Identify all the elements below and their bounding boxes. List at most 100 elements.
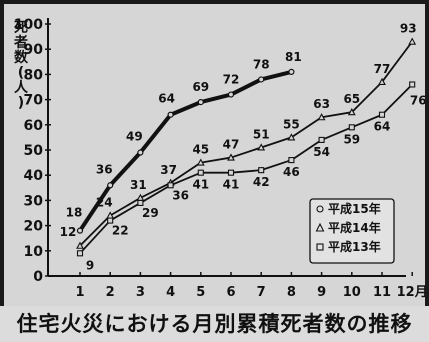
data-label: 64 [158, 92, 175, 106]
data-point-circle [288, 68, 295, 75]
data-label: 36 [96, 162, 113, 176]
data-point-circle [227, 91, 235, 98]
series-line-3 [79, 83, 413, 254]
y-axis-label-char: 人 [14, 79, 29, 96]
x-tick-labels: 1 2 3 4 5 6 7 8 9 10 11 12月 [75, 285, 427, 300]
legend-label: 平成14年 [328, 220, 381, 235]
data-label: 45 [192, 143, 209, 157]
y-axis-label-char: 者 [14, 35, 28, 51]
data-point-triangle [76, 241, 84, 249]
legend-marker-triangle [315, 222, 325, 232]
data-label: 55 [283, 117, 300, 131]
data-point-triangle [287, 133, 296, 141]
data-label: 69 [192, 80, 209, 94]
data-label: 42 [253, 175, 270, 189]
legend-label: 平成13年 [328, 239, 381, 254]
y-axis-label-char: 死 [13, 20, 28, 36]
data-point-triangle [347, 108, 356, 116]
y-tick-label: 20 [24, 219, 44, 235]
data-point-square [76, 250, 84, 257]
series-lines [78, 41, 413, 254]
data-label: 18 [66, 206, 83, 220]
x-tick-label: 7 [257, 285, 266, 300]
data-label: 41 [192, 178, 209, 192]
data-label: 93 [400, 22, 417, 36]
y-tick-label: 30 [24, 193, 44, 209]
y-tick-label: 40 [24, 168, 44, 184]
data-point-square [197, 169, 204, 176]
x-tick-label: 3 [136, 285, 145, 300]
y-tick-labels: 0 10 20 30 40 50 60 70 80 90 100 [14, 17, 43, 285]
data-label: 37 [160, 163, 177, 177]
data-label: 12 [60, 225, 77, 239]
data-point-triangle [227, 153, 235, 161]
y-tick-label: 0 [33, 269, 43, 285]
y-tick-label: 80 [24, 67, 44, 83]
data-label: 59 [343, 132, 360, 146]
x-tick-label: 11 [373, 285, 391, 300]
data-point-circle [137, 149, 144, 156]
data-point-circle [107, 182, 114, 189]
x-tick-label: 5 [196, 285, 205, 300]
data-point-triangle [408, 37, 417, 45]
data-point-square [137, 199, 144, 206]
data-label: 78 [253, 57, 270, 71]
series-line-1 [78, 69, 292, 232]
data-point-square [167, 182, 174, 189]
y-tick-label: 90 [24, 42, 44, 58]
series-line-2 [79, 41, 413, 247]
data-point-circle [258, 76, 265, 83]
data-point-triangle [257, 143, 266, 151]
y-tick-label: 100 [14, 17, 43, 33]
data-point-square [378, 111, 386, 118]
data-point-square [227, 169, 235, 176]
data-label: 49 [126, 130, 143, 144]
chart-title: 住宅火災における月別累積死者数の推移 [0, 306, 429, 342]
data-label: 51 [253, 127, 270, 141]
legend-marker-circle [316, 205, 324, 213]
data-label: 63 [313, 97, 330, 111]
y-tick-label: 70 [24, 93, 44, 109]
data-point-triangle [317, 113, 326, 121]
axes [45, 18, 413, 277]
series-markers [76, 37, 417, 257]
data-point-square [348, 124, 355, 131]
data-point-triangle [136, 193, 145, 201]
data-label: 81 [285, 50, 302, 64]
data-point-triangle [378, 77, 386, 86]
data-label: 77 [374, 62, 391, 76]
y-tick-label: 50 [24, 143, 44, 159]
x-tick-label: 1 [75, 285, 84, 300]
y-axis-label: 死者数(人) [13, 20, 29, 111]
data-point-triangle [196, 158, 205, 166]
data-label: 64 [374, 120, 391, 134]
x-tick-label: 9 [317, 285, 326, 300]
data-point-square [107, 217, 114, 224]
x-tick-label: 8 [287, 285, 296, 300]
data-label: 54 [313, 145, 330, 159]
data-point-circle [197, 99, 204, 106]
data-point-square [258, 167, 265, 174]
y-axis-label-char: ( [18, 65, 24, 81]
data-label: 24 [96, 196, 113, 210]
data-label: 65 [343, 92, 360, 106]
x-tick-label: 4 [166, 285, 175, 300]
y-tick-label: 10 [24, 244, 44, 260]
data-label: 47 [223, 138, 240, 152]
data-label: 22 [112, 224, 129, 238]
data-point-square [318, 136, 325, 143]
legend-box [309, 198, 395, 264]
y-axis-label-char: ) [18, 95, 24, 111]
legend-marker-square [316, 243, 324, 251]
data-point-square [409, 81, 416, 88]
data-label: 9 [86, 258, 94, 272]
data-point-square [288, 157, 295, 164]
data-label: 76 [410, 93, 425, 107]
y-axis-label-char: 数 [14, 49, 29, 66]
data-point-circle [167, 111, 174, 118]
